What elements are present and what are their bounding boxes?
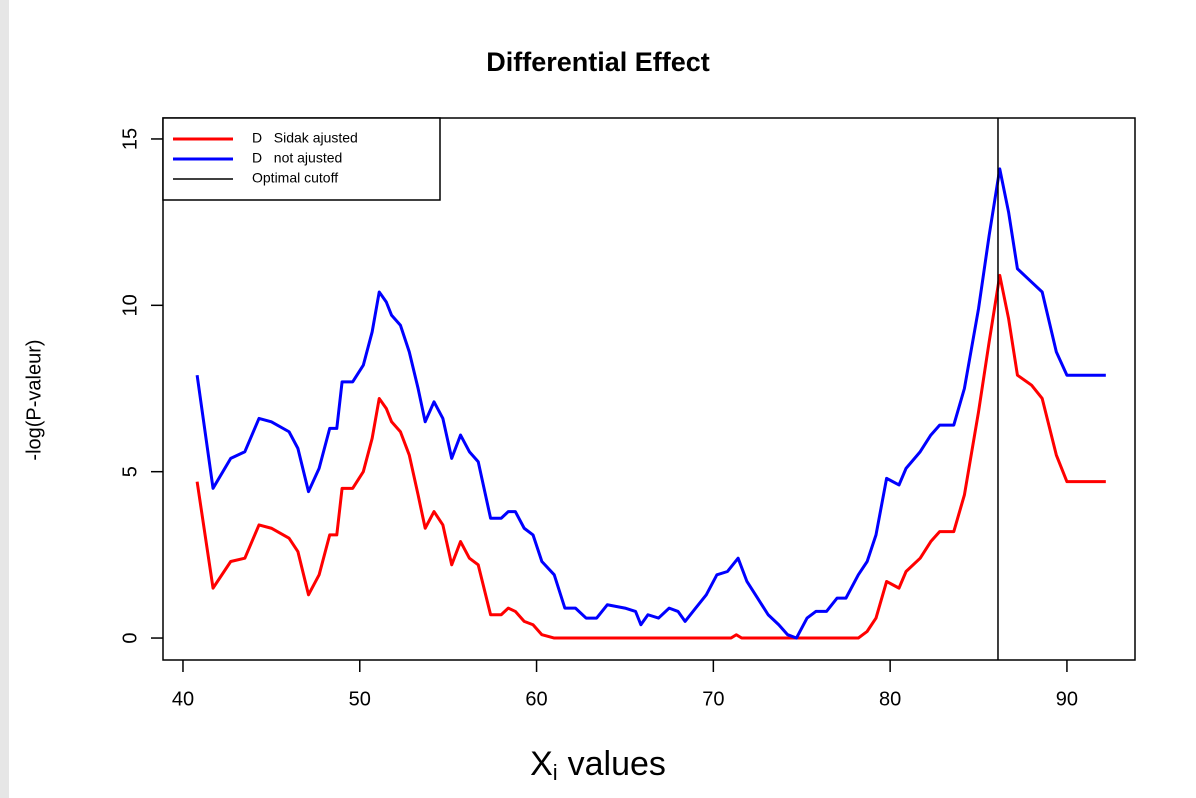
y-tick-label: 10	[119, 294, 141, 316]
y-tick-label: 0	[119, 632, 141, 643]
side-strip	[0, 0, 9, 798]
legend-label: Optimal cutoff	[252, 170, 338, 186]
plot-box	[162, 117, 1136, 661]
x-tick-label: 60	[525, 688, 547, 710]
legend-label: D Sidak ajusted	[252, 130, 358, 146]
x-tick-label: 40	[172, 688, 194, 710]
chart-title: Differential Effect	[486, 47, 710, 77]
x-label-sub: i	[553, 760, 558, 785]
x-tick-label: 70	[702, 688, 724, 710]
x-tick-label: 80	[879, 688, 901, 710]
x-label-rest: values	[568, 745, 666, 783]
y-tick-label: 15	[119, 128, 141, 150]
y-tick-label: 5	[119, 466, 141, 477]
x-tick-label: 90	[1056, 688, 1078, 710]
x-tick-label: 50	[349, 688, 371, 710]
x-label-main: X	[530, 745, 553, 783]
y-axis-label: -log(P-valeur)	[23, 339, 45, 460]
data-line	[195, 273, 1106, 640]
legend-label: D not ajusted	[252, 150, 342, 166]
data-line	[195, 167, 1106, 640]
x-axis-label: Xi values	[530, 745, 666, 785]
